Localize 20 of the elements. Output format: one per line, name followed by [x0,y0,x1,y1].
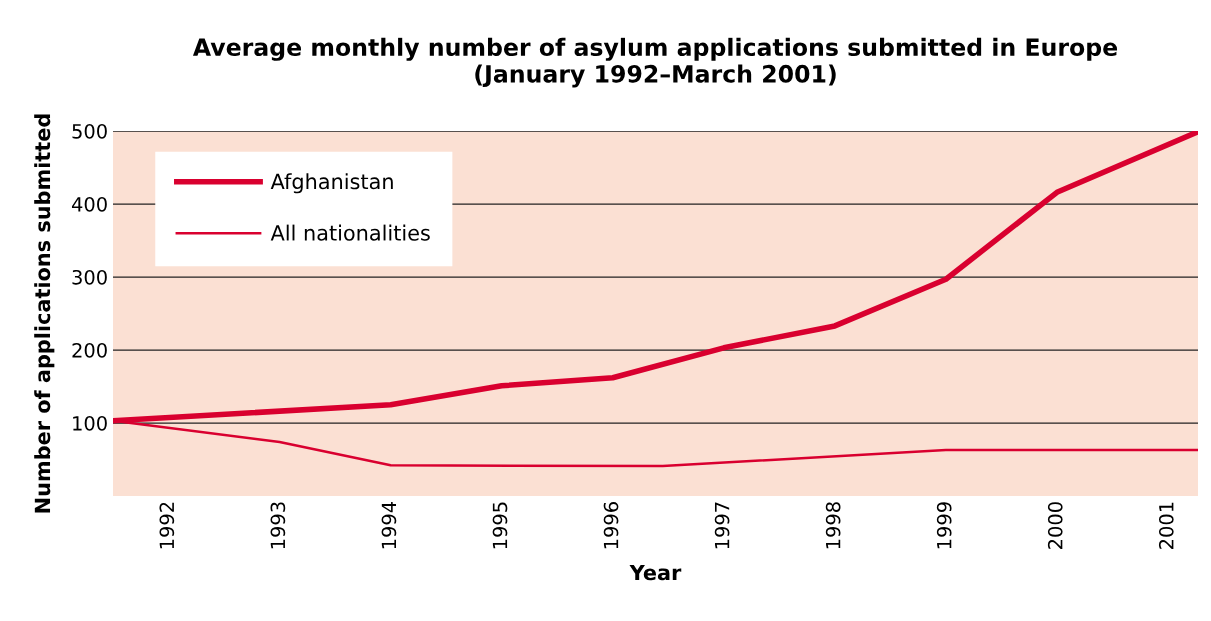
chart-title: Average monthly number of asylum applications submitted in Europe (January 1992–March 2001) [192,37,1118,88]
legend-label: Afghanistan [270,173,393,194]
x-tick-label: 1992 [159,502,175,549]
x-tick-label: 1999 [936,502,952,549]
y-tick-label: 300 [72,269,107,285]
y-axis-title: Number of applications submitted [34,114,55,513]
x-tick-label: 2000 [1047,502,1063,549]
x-tick-label: 1995 [492,502,508,549]
x-axis-title: Year [629,564,682,581]
x-tick-label: 1994 [381,501,397,549]
y-tick-label: 200 [72,342,107,358]
x-tick-label: 1993 [270,502,286,549]
y-tick-label: 100 [73,415,107,431]
x-tick-label: 1998 [825,502,841,549]
y-tick-label: 500 [72,123,107,139]
y-tick-label: 400 [71,196,107,212]
x-tick-label: 2001 [1158,502,1174,549]
x-tick-label: 1997 [714,502,730,549]
x-tick-label: 1996 [603,502,619,549]
legend-label: All nationalities [270,224,430,241]
